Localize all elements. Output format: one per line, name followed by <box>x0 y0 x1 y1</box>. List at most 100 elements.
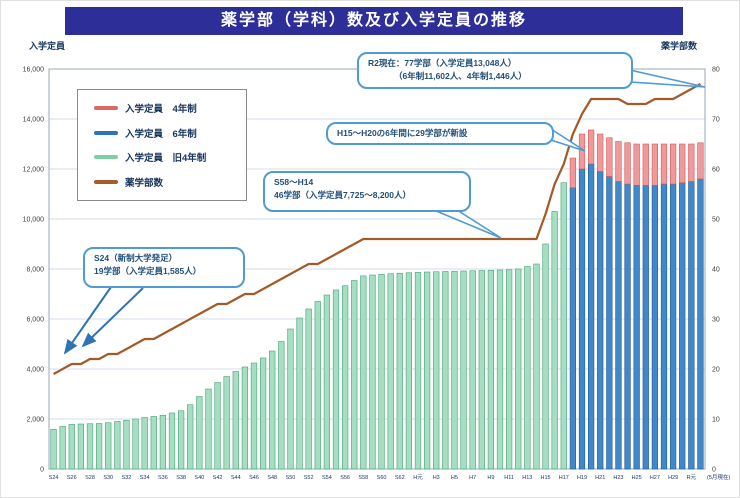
svg-text:S50: S50 <box>286 475 296 481</box>
svg-text:30: 30 <box>712 317 720 324</box>
legend-swatch-count-icon <box>94 179 118 184</box>
bars <box>50 129 704 470</box>
bar-six <box>578 168 586 470</box>
legend-swatch-new4-icon <box>94 106 118 111</box>
bar-six <box>597 171 604 470</box>
bar-new4 <box>624 142 631 185</box>
bar-old4 <box>159 414 167 470</box>
bar-old4 <box>524 266 531 470</box>
svg-text:S38: S38 <box>176 475 186 481</box>
bar-old4 <box>560 182 567 470</box>
bar-new4 <box>615 141 622 182</box>
bar-six <box>697 178 704 470</box>
svg-text:40: 40 <box>712 267 720 274</box>
svg-text:S52: S52 <box>304 475 314 481</box>
legend-swatch-old4-icon <box>94 155 118 160</box>
bar-six <box>688 181 695 470</box>
bar-old4 <box>351 280 358 470</box>
svg-text:80: 80 <box>712 67 720 74</box>
svg-text:6,000: 6,000 <box>26 317 44 324</box>
trend-line-count <box>53 83 701 375</box>
bar-old4 <box>314 301 321 470</box>
right-axis-title: 薬学部数 <box>661 41 698 51</box>
bar-six <box>606 176 613 470</box>
bar-old4 <box>505 269 513 470</box>
callout-s58-line2: 46学部（入学定員7,725～8,200人） <box>274 190 411 201</box>
bar-old4 <box>542 243 549 470</box>
bar-six <box>651 184 659 470</box>
callout-s58-line1: S58～H14 <box>274 177 314 187</box>
svg-text:70: 70 <box>712 117 720 124</box>
svg-text:S28: S28 <box>85 475 95 481</box>
left-axis-ticks: 0 2,000 4,000 6,000 8,000 10,000 12,000 14,000 1… <box>23 67 45 474</box>
bar-new4 <box>669 143 677 185</box>
bar-six <box>624 183 631 470</box>
svg-text:H25: H25 <box>632 475 642 481</box>
bar-old4 <box>77 423 85 470</box>
bar-old4 <box>387 273 394 470</box>
callout-r2-line2: （6年制11,602人、4年制1,446人） <box>394 71 527 82</box>
bar-old4 <box>241 366 249 470</box>
bar-old4 <box>442 271 449 470</box>
callout-s24-founding: S24（新制大学発足） 19学部（入学定員1,585人） <box>83 247 245 288</box>
svg-text:H11: H11 <box>504 475 514 481</box>
bar-old4 <box>278 341 285 470</box>
bar-old4 <box>323 294 331 470</box>
right-axis-ticks: 0 10 20 30 40 50 60 70 80 <box>712 67 720 474</box>
bar-old4 <box>469 270 476 470</box>
callout-s24-line2: 19学部（入学定員1,585人） <box>94 266 202 277</box>
svg-text:S40: S40 <box>194 475 204 481</box>
legend-item-count: 薬学部数 <box>94 175 246 189</box>
bar-old4 <box>533 263 540 470</box>
svg-text:H21: H21 <box>595 475 605 481</box>
legend-item-six: 入学定員 6年制 <box>94 126 246 140</box>
bar-six <box>660 183 668 470</box>
svg-text:H5: H5 <box>451 475 458 481</box>
bar-old4 <box>177 410 185 470</box>
svg-text:H13: H13 <box>522 475 532 481</box>
svg-text:H15: H15 <box>541 475 551 481</box>
svg-text:S62: S62 <box>395 475 405 481</box>
bar-new4 <box>697 142 704 180</box>
svg-text:8,000: 8,000 <box>26 267 44 274</box>
bar-old4 <box>396 272 403 470</box>
bar-old4 <box>132 418 139 470</box>
page-title: 薬学部（学科）数及び入学定員の推移 <box>65 7 683 35</box>
bar-six <box>587 163 595 470</box>
bar-six <box>642 184 649 470</box>
bar-old4 <box>332 289 340 470</box>
svg-text:12,000: 12,000 <box>23 167 45 174</box>
svg-text:S44: S44 <box>231 475 241 481</box>
bar-old4 <box>214 382 221 470</box>
svg-text:14,000: 14,000 <box>23 117 45 124</box>
svg-text:S26: S26 <box>67 475 77 481</box>
svg-text:2,000: 2,000 <box>26 417 44 424</box>
bar-old4 <box>250 362 258 470</box>
bar-old4 <box>259 357 267 470</box>
bar-old4 <box>68 423 75 470</box>
bar-old4 <box>460 270 467 470</box>
svg-text:H元: H元 <box>413 474 423 481</box>
svg-text:S24: S24 <box>49 475 59 481</box>
bar-old4 <box>141 417 148 470</box>
bar-old4 <box>305 308 312 470</box>
bar-new4 <box>569 157 577 189</box>
bar-old4 <box>205 388 212 470</box>
bar-six <box>669 183 677 470</box>
svg-text:S46: S46 <box>249 475 259 481</box>
bar-new4 <box>651 143 659 186</box>
bar-new4 <box>606 137 613 177</box>
bar-old4 <box>50 429 57 470</box>
legend-label-new4: 入学定員 4年制 <box>125 104 197 116</box>
bar-new4 <box>642 143 649 186</box>
x-axis-ticks: S24 S26 S28 S30 S32 S34 S36 S38 S40 S42 S44 S46 S48 S… <box>49 473 731 481</box>
bar-new4 <box>587 129 595 165</box>
svg-text:4,000: 4,000 <box>26 367 44 374</box>
svg-text:0: 0 <box>40 467 44 474</box>
svg-text:16,000: 16,000 <box>23 67 45 74</box>
svg-text:50: 50 <box>712 217 720 224</box>
bar-old4 <box>496 269 504 470</box>
bar-old4 <box>223 376 230 470</box>
bar-old4 <box>114 421 121 470</box>
